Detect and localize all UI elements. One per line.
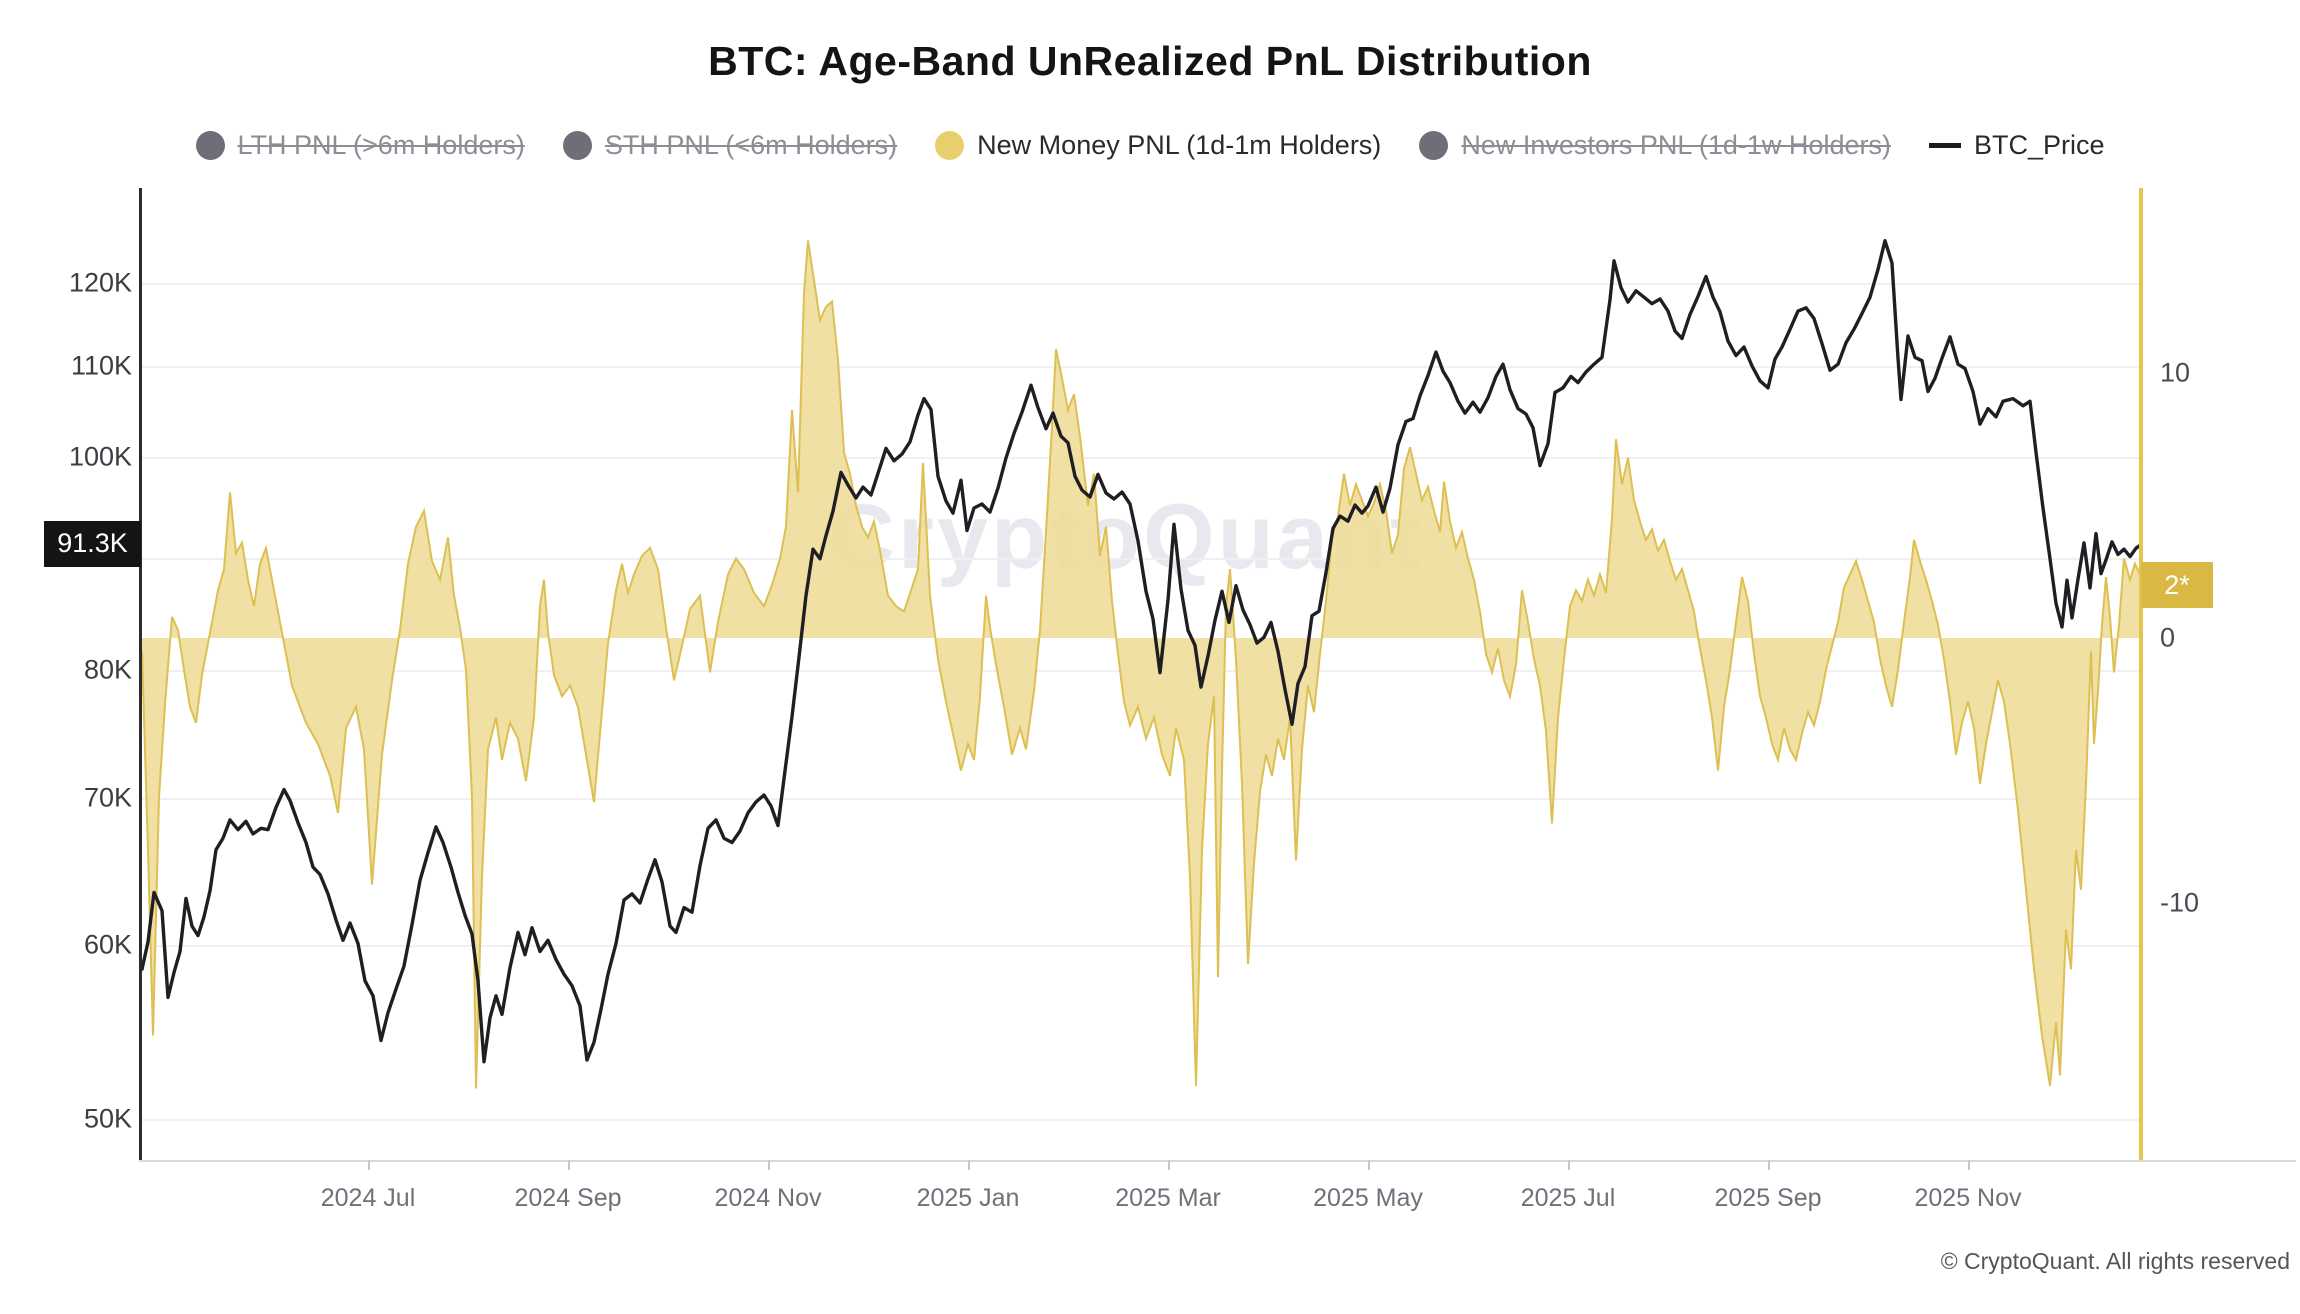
left-axis-label: 60K [83,929,132,960]
plot-area[interactable] [140,190,2145,1160]
gridline [142,945,2140,948]
series-dot-icon [935,131,965,160]
legend-item-label: BTC_Price [1973,130,2105,160]
current-price-badge: 91.3K [44,520,141,567]
x-axis-label: 2024 Nov [714,1184,822,1212]
series-canvas[interactable] [140,190,2145,1160]
x-axis-tick [1368,1160,1370,1170]
x-axis-line [139,1160,2296,1162]
x-axis-tick [968,1160,970,1170]
legend-item-new-money-pnl[interactable]: New Money PNL (1d-1m Holders) [935,130,1381,161]
legend-item-sth-pnl[interactable]: STH PNL (<6m Holders) [562,130,898,161]
right-axis-line [2139,188,2143,1160]
left-axis-label: 100K [68,441,132,472]
series-dot-icon [195,131,225,160]
x-axis-tick [568,1160,570,1170]
gridline [142,365,2140,368]
series-dot-icon [562,131,592,160]
left-axis-label: 110K [70,350,132,381]
current-pnl-badge: 2* [2141,562,2213,608]
series-dot-icon [1419,131,1449,160]
chart-title: BTC: Age-Band UnRealized PnL Distributio… [708,38,1592,84]
right-axis-label: -10 [2160,887,2200,918]
x-axis-label: 2025 May [1313,1184,1423,1212]
gridline [142,282,2140,285]
gridline [142,457,2140,459]
x-axis-tick [1968,1160,1970,1170]
gridline [142,1119,2140,1122]
x-axis-tick [368,1160,370,1170]
x-axis-tick [1168,1160,1170,1170]
left-axis-label: 80K [83,654,132,685]
legend: LTH PNL (>6m Holders) STH PNL (<6m Holde… [0,130,2300,161]
legend-item-lth-pnl[interactable]: LTH PNL (>6m Holders) [195,130,525,161]
legend-item-label: New Money PNL (1d-1m Holders) [977,130,1382,160]
x-axis-tick [768,1160,770,1170]
left-axis-label: 70K [83,782,132,813]
right-axis-label: 0 [2160,622,2176,653]
new-money-pnl-outline [141,240,2145,1089]
x-axis-label: 2025 Mar [1115,1184,1221,1212]
left-axis-line [139,188,142,1160]
right-axis-label: 10 [2160,357,2191,388]
left-axis-label: 120K [68,267,132,298]
x-axis-tick [1768,1160,1770,1170]
x-axis-label: 2025 Nov [1914,1184,2022,1212]
btc-price-line [140,239,2144,1064]
x-axis-label: 2024 Jul [320,1184,416,1212]
line-marker-icon [1928,143,1961,148]
legend-item-btc-price[interactable]: BTC_Price [1928,130,2105,161]
copyright-text: © CryptoQuant. All rights reserved [1940,1248,2290,1274]
x-axis-label: 2025 Jul [1520,1184,1616,1212]
x-axis-label: 2024 Sep [514,1184,622,1212]
left-axis-label: 50K [83,1103,132,1134]
legend-item-label: New Investors PNL (1d-1w Holders) [1461,130,1891,160]
new-money-pnl-area [142,240,2144,1089]
x-axis-tick [1568,1160,1570,1170]
legend-item-label: LTH PNL (>6m Holders) [237,130,525,160]
x-axis-label: 2025 Jan [916,1184,1020,1212]
legend-item-new-investors-pnl[interactable]: New Investors PNL (1d-1w Holders) [1419,130,1891,161]
gridline [142,797,2140,800]
legend-item-label: STH PNL (<6m Holders) [604,130,898,160]
x-axis-label: 2025 Sep [1714,1184,1822,1212]
